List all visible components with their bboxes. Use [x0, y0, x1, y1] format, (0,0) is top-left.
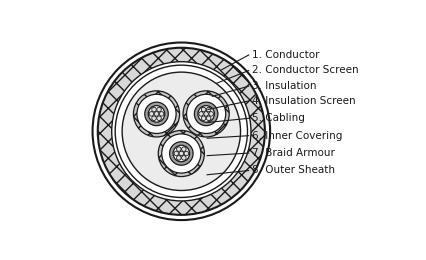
- Circle shape: [137, 94, 176, 133]
- Circle shape: [170, 142, 193, 165]
- Circle shape: [194, 102, 218, 126]
- Text: 1. Conductor: 1. Conductor: [252, 50, 320, 60]
- Circle shape: [92, 43, 270, 220]
- Circle shape: [145, 102, 168, 126]
- Circle shape: [207, 116, 211, 121]
- Text: 8. Outer Sheath: 8. Outer Sheath: [252, 165, 335, 176]
- Circle shape: [154, 112, 159, 116]
- Circle shape: [207, 107, 211, 112]
- Circle shape: [122, 72, 241, 191]
- Circle shape: [209, 112, 213, 116]
- Circle shape: [176, 147, 181, 151]
- Circle shape: [98, 48, 265, 215]
- Circle shape: [152, 107, 156, 112]
- Circle shape: [149, 112, 154, 116]
- Circle shape: [159, 112, 164, 116]
- Circle shape: [201, 116, 206, 121]
- Circle shape: [199, 112, 203, 116]
- Circle shape: [162, 134, 201, 173]
- Circle shape: [181, 155, 186, 160]
- Circle shape: [181, 147, 186, 151]
- Circle shape: [183, 91, 229, 137]
- Circle shape: [133, 91, 180, 137]
- Text: 4. Insulation Screen: 4. Insulation Screen: [252, 96, 355, 106]
- Text: 2. Conductor Screen: 2. Conductor Screen: [252, 65, 358, 75]
- Circle shape: [148, 106, 165, 122]
- Circle shape: [157, 116, 161, 121]
- Text: 5. Cabling: 5. Cabling: [252, 113, 305, 123]
- Circle shape: [187, 94, 226, 133]
- Circle shape: [204, 112, 208, 116]
- Text: 3. Insulation: 3. Insulation: [252, 81, 317, 91]
- Circle shape: [152, 116, 156, 121]
- Circle shape: [174, 151, 178, 156]
- Circle shape: [176, 155, 181, 160]
- Circle shape: [157, 107, 161, 112]
- Circle shape: [184, 151, 189, 156]
- Circle shape: [112, 62, 251, 201]
- Circle shape: [173, 145, 190, 162]
- Circle shape: [158, 131, 204, 177]
- Text: 7. Braid Armour: 7. Braid Armour: [252, 148, 335, 158]
- Circle shape: [201, 107, 206, 112]
- Text: 6. Inner Covering: 6. Inner Covering: [252, 131, 342, 141]
- Circle shape: [179, 151, 184, 156]
- Circle shape: [115, 65, 248, 197]
- Circle shape: [198, 106, 214, 122]
